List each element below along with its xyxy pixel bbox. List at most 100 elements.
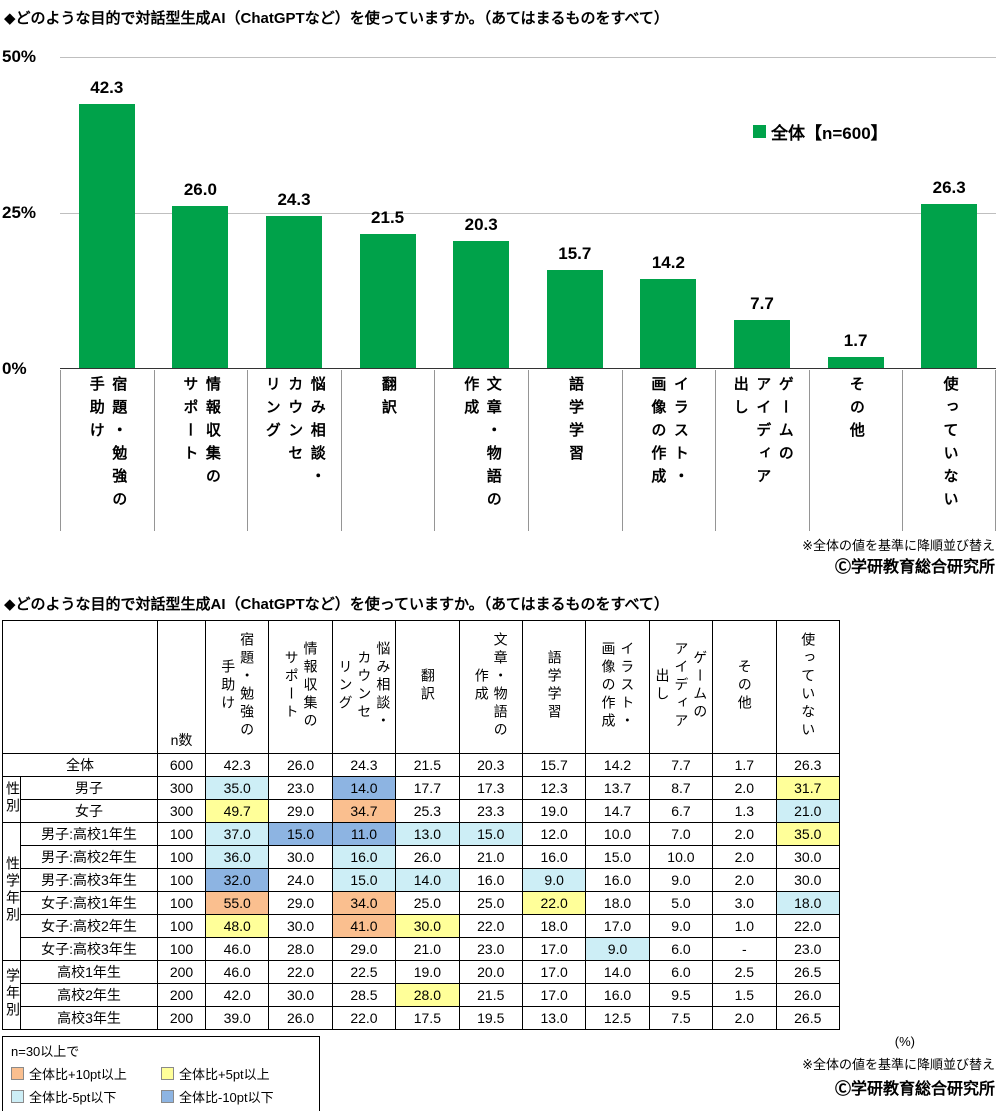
category-label-cell: その他 (809, 376, 903, 528)
bar-value-label: 20.3 (464, 215, 498, 234)
value-cell: 25.0 (458, 891, 523, 915)
bar-9 (921, 204, 978, 368)
table-row: 女子:高校1年生 100 55.0 29.0 34.0 25.0 25.0 22.0 18.0 5… (3, 891, 841, 915)
n-value: 100 (157, 937, 206, 961)
category-separator (528, 370, 529, 531)
category-separator (153, 370, 155, 531)
category-label-cell: ゲームの アイディア 出し (715, 376, 809, 528)
row-label: 男子 (20, 776, 158, 800)
legend-swatch-plus5 (161, 1067, 174, 1080)
bar-value-label: 14.2 (651, 253, 685, 272)
value-cell: 16.0 (585, 868, 650, 892)
y-axis-tick-0: 0% (2, 359, 27, 378)
value-cell: 1.5 (712, 983, 777, 1007)
table-row: 全体 600 42.3 26.0 24.3 21.5 20.3 15.7 14.2 7.7 1.7 2… (2, 753, 841, 777)
value-cell: 13.7 (585, 776, 650, 800)
category-separator (715, 370, 717, 531)
value-cell: 17.0 (521, 960, 587, 984)
group-label: 性学年別 (2, 822, 21, 961)
category-label: イラスト・ 画像の作成 (649, 376, 689, 491)
value-cell: 22.0 (331, 1006, 397, 1030)
legend-item-label: 全体比+10pt以上 (29, 1067, 127, 1082)
bar-0 (78, 104, 135, 368)
value-cell: 32.0 (204, 868, 270, 892)
value-cell: 2.0 (712, 1006, 777, 1030)
column-header-9: 使っていない (775, 620, 841, 754)
row-label: 高校1年生 (20, 960, 158, 984)
value-cell: 42.3 (204, 753, 270, 777)
value-cell: 7.0 (648, 822, 714, 846)
legend-item-minus5: 全体比-5pt以下 (11, 1087, 161, 1106)
value-cell: 29.0 (331, 937, 397, 961)
legend-item-label: 全体比-10pt以下 (179, 1090, 274, 1105)
n-value: 100 (157, 868, 206, 892)
value-cell: 21.5 (395, 753, 460, 777)
legend-swatch-minus5 (11, 1090, 24, 1103)
value-cell: 2.0 (712, 845, 777, 869)
bar-6 (640, 279, 697, 368)
value-cell: 18.0 (585, 891, 650, 915)
value-cell: 12.3 (521, 776, 587, 800)
value-cell: 23.0 (458, 937, 523, 961)
category-label: その他 (847, 376, 865, 445)
chart-copyright: Ⓒ学研教育総合研究所 (834, 559, 995, 576)
value-cell: 26.0 (395, 845, 460, 869)
bar-4 (453, 241, 510, 368)
value-cell: 9.0 (648, 914, 714, 938)
value-cell: - (712, 937, 777, 961)
value-cell: 3.0 (712, 891, 777, 915)
legend-items-grid: 全体比+10pt以上 全体比+5pt以上全体比-5pt以下 全体比-10pt以下 (11, 1064, 311, 1106)
column-header-5: 語学学習 (521, 620, 587, 754)
bar-value-label: 26.0 (183, 180, 217, 199)
row-label: 高校2年生 (20, 983, 158, 1007)
group-label: 性別 (2, 776, 21, 823)
column-header-8: その他 (712, 620, 777, 754)
value-cell: 9.5 (648, 983, 714, 1007)
column-header-text: 情報収集の サポート (283, 640, 319, 731)
value-cell: 23.0 (268, 776, 333, 800)
category-label: 文章・物語の 作成 (462, 376, 502, 514)
legend-label: 全体【n=600】 (771, 124, 888, 143)
value-cell: 26.3 (775, 753, 841, 777)
value-cell: 7.7 (648, 753, 714, 777)
value-cell: 15.0 (585, 845, 650, 869)
group-label-text: 性学年別 (5, 856, 21, 924)
n-value: 600 (157, 753, 206, 777)
category-separator (247, 370, 249, 531)
column-header-text: その他 (736, 658, 753, 713)
legend-item-label: 全体比+5pt以上 (179, 1067, 270, 1082)
category-label-cell: イラスト・ 画像の作成 (622, 376, 716, 528)
y-axis-tick-50: 50% (2, 47, 37, 66)
column-header-text: 語学学習 (546, 649, 563, 722)
n-value: 200 (157, 983, 206, 1007)
bar-value-label: 15.7 (558, 244, 592, 263)
bar-plot-area: 42.3 26.0 24.3 21.5 20.3 15.7 14.2 7.7 1.7 26.3 (60, 57, 996, 369)
value-cell: 26.5 (775, 1006, 841, 1030)
value-cell: 30.0 (268, 914, 333, 938)
value-cell: 17.0 (521, 983, 587, 1007)
value-cell: 35.0 (775, 822, 841, 846)
value-cell: 15.0 (268, 822, 333, 846)
table-row: 学年別 高校1年生 200 46.0 22.0 22.5 19.0 20.0 17.0 14.0 6… (2, 960, 841, 1030)
value-cell: 17.0 (521, 937, 587, 961)
value-cell: 49.7 (204, 799, 270, 823)
value-cell: 10.0 (585, 822, 650, 846)
results-table: n数 宿題・勉強の 手助け 情報収集の サポート 悩み相談・ カウンセ リング 翻訳文… (2, 620, 841, 1030)
value-cell: 18.0 (775, 891, 841, 915)
value-cell: 9.0 (521, 868, 587, 892)
bar-5 (546, 270, 603, 368)
table-row: 女子:高校2年生 100 48.0 30.0 41.0 30.0 22.0 18.0 17.0 9… (3, 914, 841, 938)
value-cell: 22.0 (521, 891, 587, 915)
bar-3 (359, 234, 416, 368)
value-cell: 48.0 (204, 914, 270, 938)
category-separator (808, 370, 810, 531)
category-label-cell: 語学学習 (528, 376, 622, 528)
value-cell: 5.0 (648, 891, 714, 915)
value-cell: 14.2 (585, 753, 650, 777)
value-cell: 8.7 (648, 776, 714, 800)
value-cell: 23.3 (458, 799, 523, 823)
n-value: 100 (157, 845, 206, 869)
legend-swatch-minus10 (161, 1090, 174, 1103)
value-cell: 17.7 (395, 776, 460, 800)
